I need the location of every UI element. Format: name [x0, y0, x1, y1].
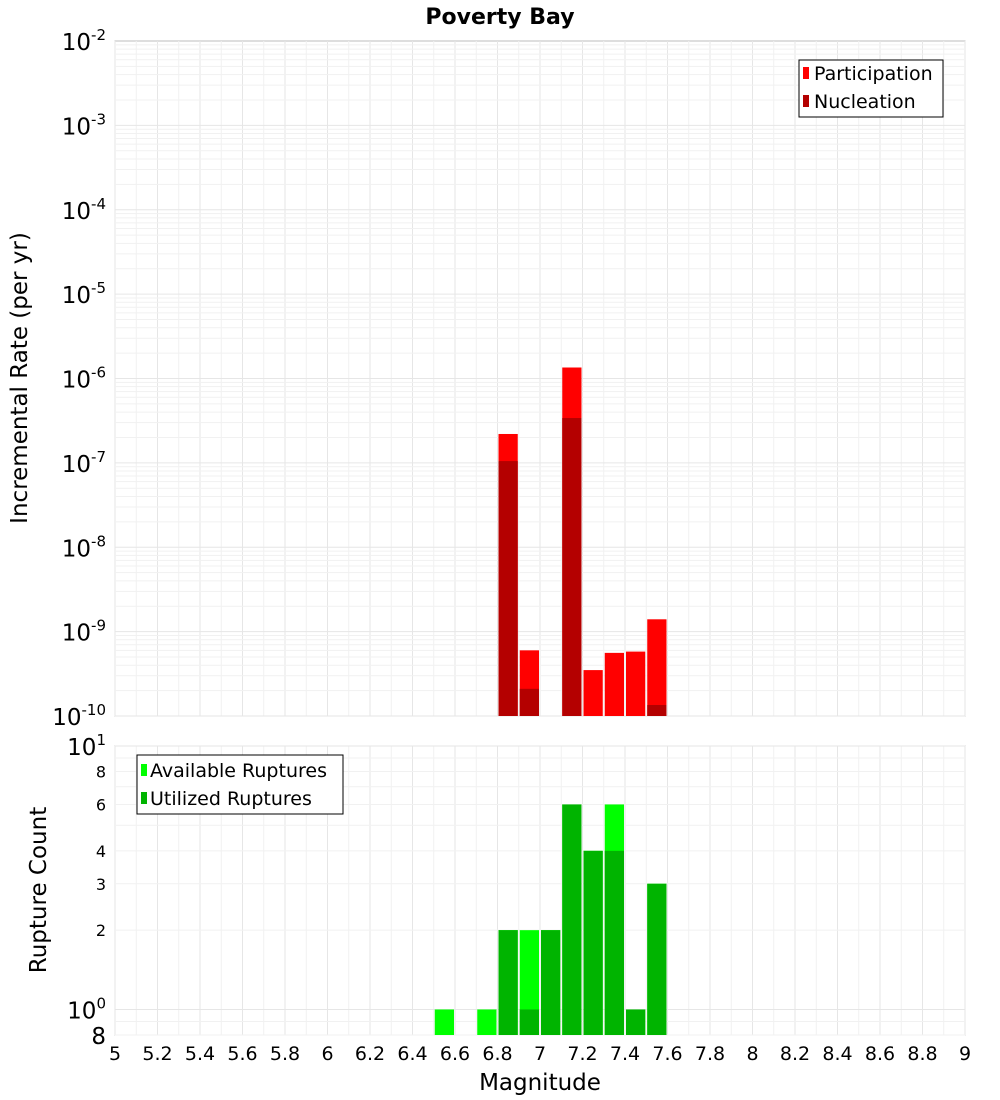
x-tick-label: 7.8 — [695, 1043, 725, 1065]
y-tick-label: 6 — [96, 795, 106, 814]
y-tick-label: 10-9 — [62, 617, 106, 647]
x-tick-label: 6.4 — [397, 1043, 427, 1065]
legend-label: Participation — [814, 63, 933, 85]
utilized-ruptures-bar — [647, 883, 667, 1035]
x-tick-label: 8.2 — [780, 1043, 810, 1065]
legend-swatch — [141, 792, 147, 804]
legend-swatch — [141, 764, 147, 776]
y-tick-label: 4 — [96, 842, 106, 861]
legend-swatch — [803, 95, 809, 107]
bottom-grid — [114, 745, 966, 1036]
top-y-ticks: 10-2 10-3 10-4 10-5 10-6 10-7 10-8 10-9 10-10 — [52, 26, 106, 731]
x-tick-label: 5.8 — [270, 1043, 300, 1065]
legend-label: Utilized Ruptures — [150, 788, 312, 810]
y-tick-label: 8 — [96, 763, 106, 782]
x-tick-label: 5.2 — [142, 1043, 172, 1065]
chart-title: Poverty Bay — [425, 5, 574, 30]
top-legend: Participation Nucleation — [798, 59, 944, 118]
utilized-ruptures-bar — [583, 850, 603, 1035]
participation-bar — [583, 670, 603, 716]
y-tick-label: 10-5 — [62, 279, 106, 309]
x-tick-label: 6.6 — [440, 1043, 470, 1065]
x-ticks: 5 5.2 5.4 5.6 5.8 6 6.2 6.4 6.6 6.8 7 7.2 7.4 7.6 7.8 8… — [109, 1043, 971, 1065]
nucleation-bar — [647, 705, 667, 716]
available-ruptures-bar — [434, 1009, 454, 1035]
x-tick-label: 5.6 — [227, 1043, 257, 1065]
available-ruptures-bar — [477, 1009, 497, 1035]
x-tick-label: 7.6 — [652, 1043, 682, 1065]
nucleation-bar — [519, 688, 539, 716]
utilized-ruptures-bar — [604, 850, 624, 1035]
bottom-bars — [434, 804, 667, 1035]
utilized-ruptures-bar — [498, 930, 518, 1035]
y-tick-label: 10-8 — [62, 532, 106, 562]
x-tick-label: 6.8 — [482, 1043, 512, 1065]
legend-frame — [136, 754, 344, 815]
utilized-ruptures-bar — [562, 804, 582, 1035]
utilized-ruptures-bar — [626, 1009, 646, 1035]
x-tick-label: 5 — [109, 1043, 121, 1065]
x-axis-label: Magnitude — [479, 1070, 601, 1096]
x-tick-label: 7.4 — [610, 1043, 640, 1065]
y-tick-label: 10-3 — [62, 110, 106, 140]
legend-label: Nucleation — [814, 91, 916, 113]
nucleation-bar — [498, 461, 518, 716]
nucleation-bar — [562, 418, 582, 716]
y-tick-label: 8 — [91, 1024, 106, 1050]
utilized-ruptures-bar — [519, 1009, 539, 1035]
x-tick-label: 8.6 — [865, 1043, 895, 1065]
legend-swatch — [803, 67, 809, 79]
x-tick-label: 6.2 — [355, 1043, 385, 1065]
utilized-ruptures-bar — [541, 930, 561, 1035]
legend-label: Available Ruptures — [150, 760, 327, 782]
y-tick-label: 10-6 — [62, 364, 106, 394]
y-tick-label: 10-10 — [52, 701, 106, 731]
participation-bar — [604, 652, 624, 716]
x-tick-label: 7.2 — [567, 1043, 597, 1065]
x-tick-label: 5.4 — [185, 1043, 215, 1065]
y-tick-label: 10-2 — [62, 26, 106, 56]
participation-bar — [647, 619, 667, 716]
legend-frame — [798, 59, 944, 118]
x-tick-label: 6 — [321, 1043, 333, 1065]
x-tick-label: 8.8 — [907, 1043, 937, 1065]
available-ruptures-bar — [519, 930, 539, 1035]
x-tick-label: 7 — [534, 1043, 546, 1065]
top-y-axis-label: Incremental Rate (per yr) — [7, 232, 33, 524]
bottom-y-axis-label: Rupture Count — [26, 807, 52, 973]
top-bars — [498, 367, 667, 716]
y-tick-label: 2 — [96, 921, 106, 940]
participation-bar — [626, 651, 646, 716]
x-tick-label: 8.4 — [822, 1043, 852, 1065]
y-tick-label: 100 — [67, 994, 106, 1024]
y-tick-label: 10-4 — [62, 195, 106, 225]
top-panel: 10-2 10-3 10-4 10-5 10-6 10-7 10-8 10-9 10-10 Pa… — [7, 26, 966, 731]
y-tick-label: 10-7 — [62, 448, 106, 478]
x-tick-label: 8 — [746, 1043, 758, 1065]
x-tick-label: 9 — [959, 1043, 971, 1065]
y-tick-label: 101 — [67, 731, 106, 761]
top-grid — [114, 41, 966, 717]
bottom-legend: Available Ruptures Utilized Ruptures — [136, 754, 344, 815]
y-tick-label: 3 — [96, 875, 106, 894]
